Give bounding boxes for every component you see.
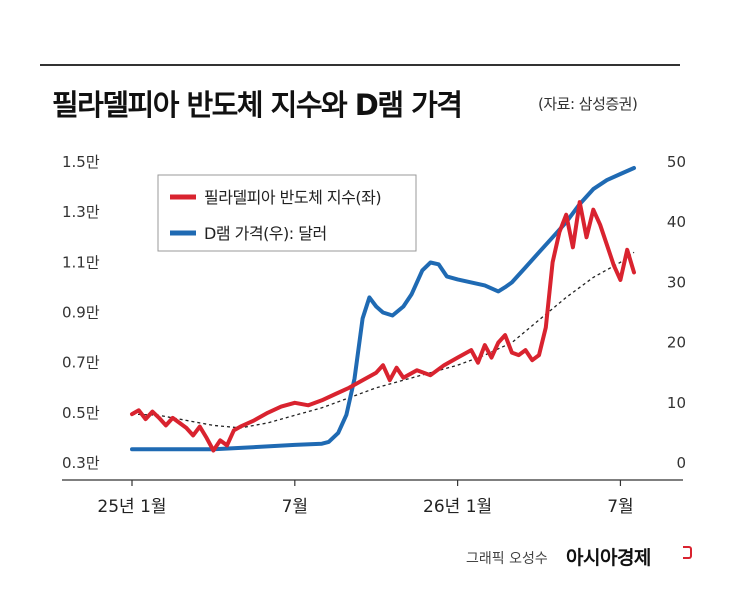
trend-line — [131, 251, 635, 429]
x-tick-label: 25년 1월 — [97, 497, 166, 517]
legend: 필라델피아 반도체 지수(좌) D램 가격(우): 달러 — [157, 174, 417, 252]
x-axis: 25년 1월 7월 26년 1월 7월 — [97, 480, 634, 517]
y-right-tick-label: 0 — [676, 454, 686, 472]
y-left-tick-label: 0.5만 — [62, 404, 100, 422]
legend-label: 필라델피아 반도체 지수(좌) — [204, 188, 381, 207]
y-left-tick-label: 1.1만 — [62, 253, 100, 271]
chart-source: (자료: 삼성증권) — [538, 95, 638, 113]
y-left-tick-label: 1.5만 — [62, 153, 100, 171]
publisher-logo: 아시아경제 — [566, 547, 651, 569]
y-axis-right: 0 10 20 30 40 50 — [667, 153, 686, 472]
series-line-dram-price — [130, 166, 636, 452]
chart-title: 필라델피아 반도체 지수와 D램 가격 — [52, 88, 463, 122]
y-right-tick-label: 30 — [667, 273, 686, 291]
logo-mark-icon — [683, 546, 692, 559]
top-rule — [40, 64, 680, 66]
y-right-tick-label: 10 — [667, 394, 686, 412]
y-left-tick-label: 1.3만 — [62, 203, 100, 221]
y-right-tick-label: 20 — [667, 334, 686, 352]
y-left-tick-label: 0.3만 — [62, 454, 100, 472]
legend-box — [157, 174, 417, 252]
y-left-tick-label: 0.7만 — [62, 354, 100, 372]
y-right-tick-label: 50 — [667, 153, 686, 171]
graphic-credit: 그래픽 오성수 — [466, 551, 548, 567]
x-tick-label: 7월 — [607, 497, 633, 517]
y-left-tick-label: 0.9만 — [62, 304, 100, 322]
x-tick-label: 26년 1월 — [423, 497, 492, 517]
legend-label: D램 가격(우): 달러 — [204, 224, 327, 243]
plot-area — [130, 166, 636, 453]
y-right-tick-label: 40 — [667, 213, 686, 231]
series-line-sox-index — [130, 200, 636, 453]
y-axis-left: 0.3만 0.5만 0.7만 0.9만 1.1만 1.3만 1.5만 — [62, 153, 100, 472]
x-tick-label: 7월 — [282, 497, 308, 517]
